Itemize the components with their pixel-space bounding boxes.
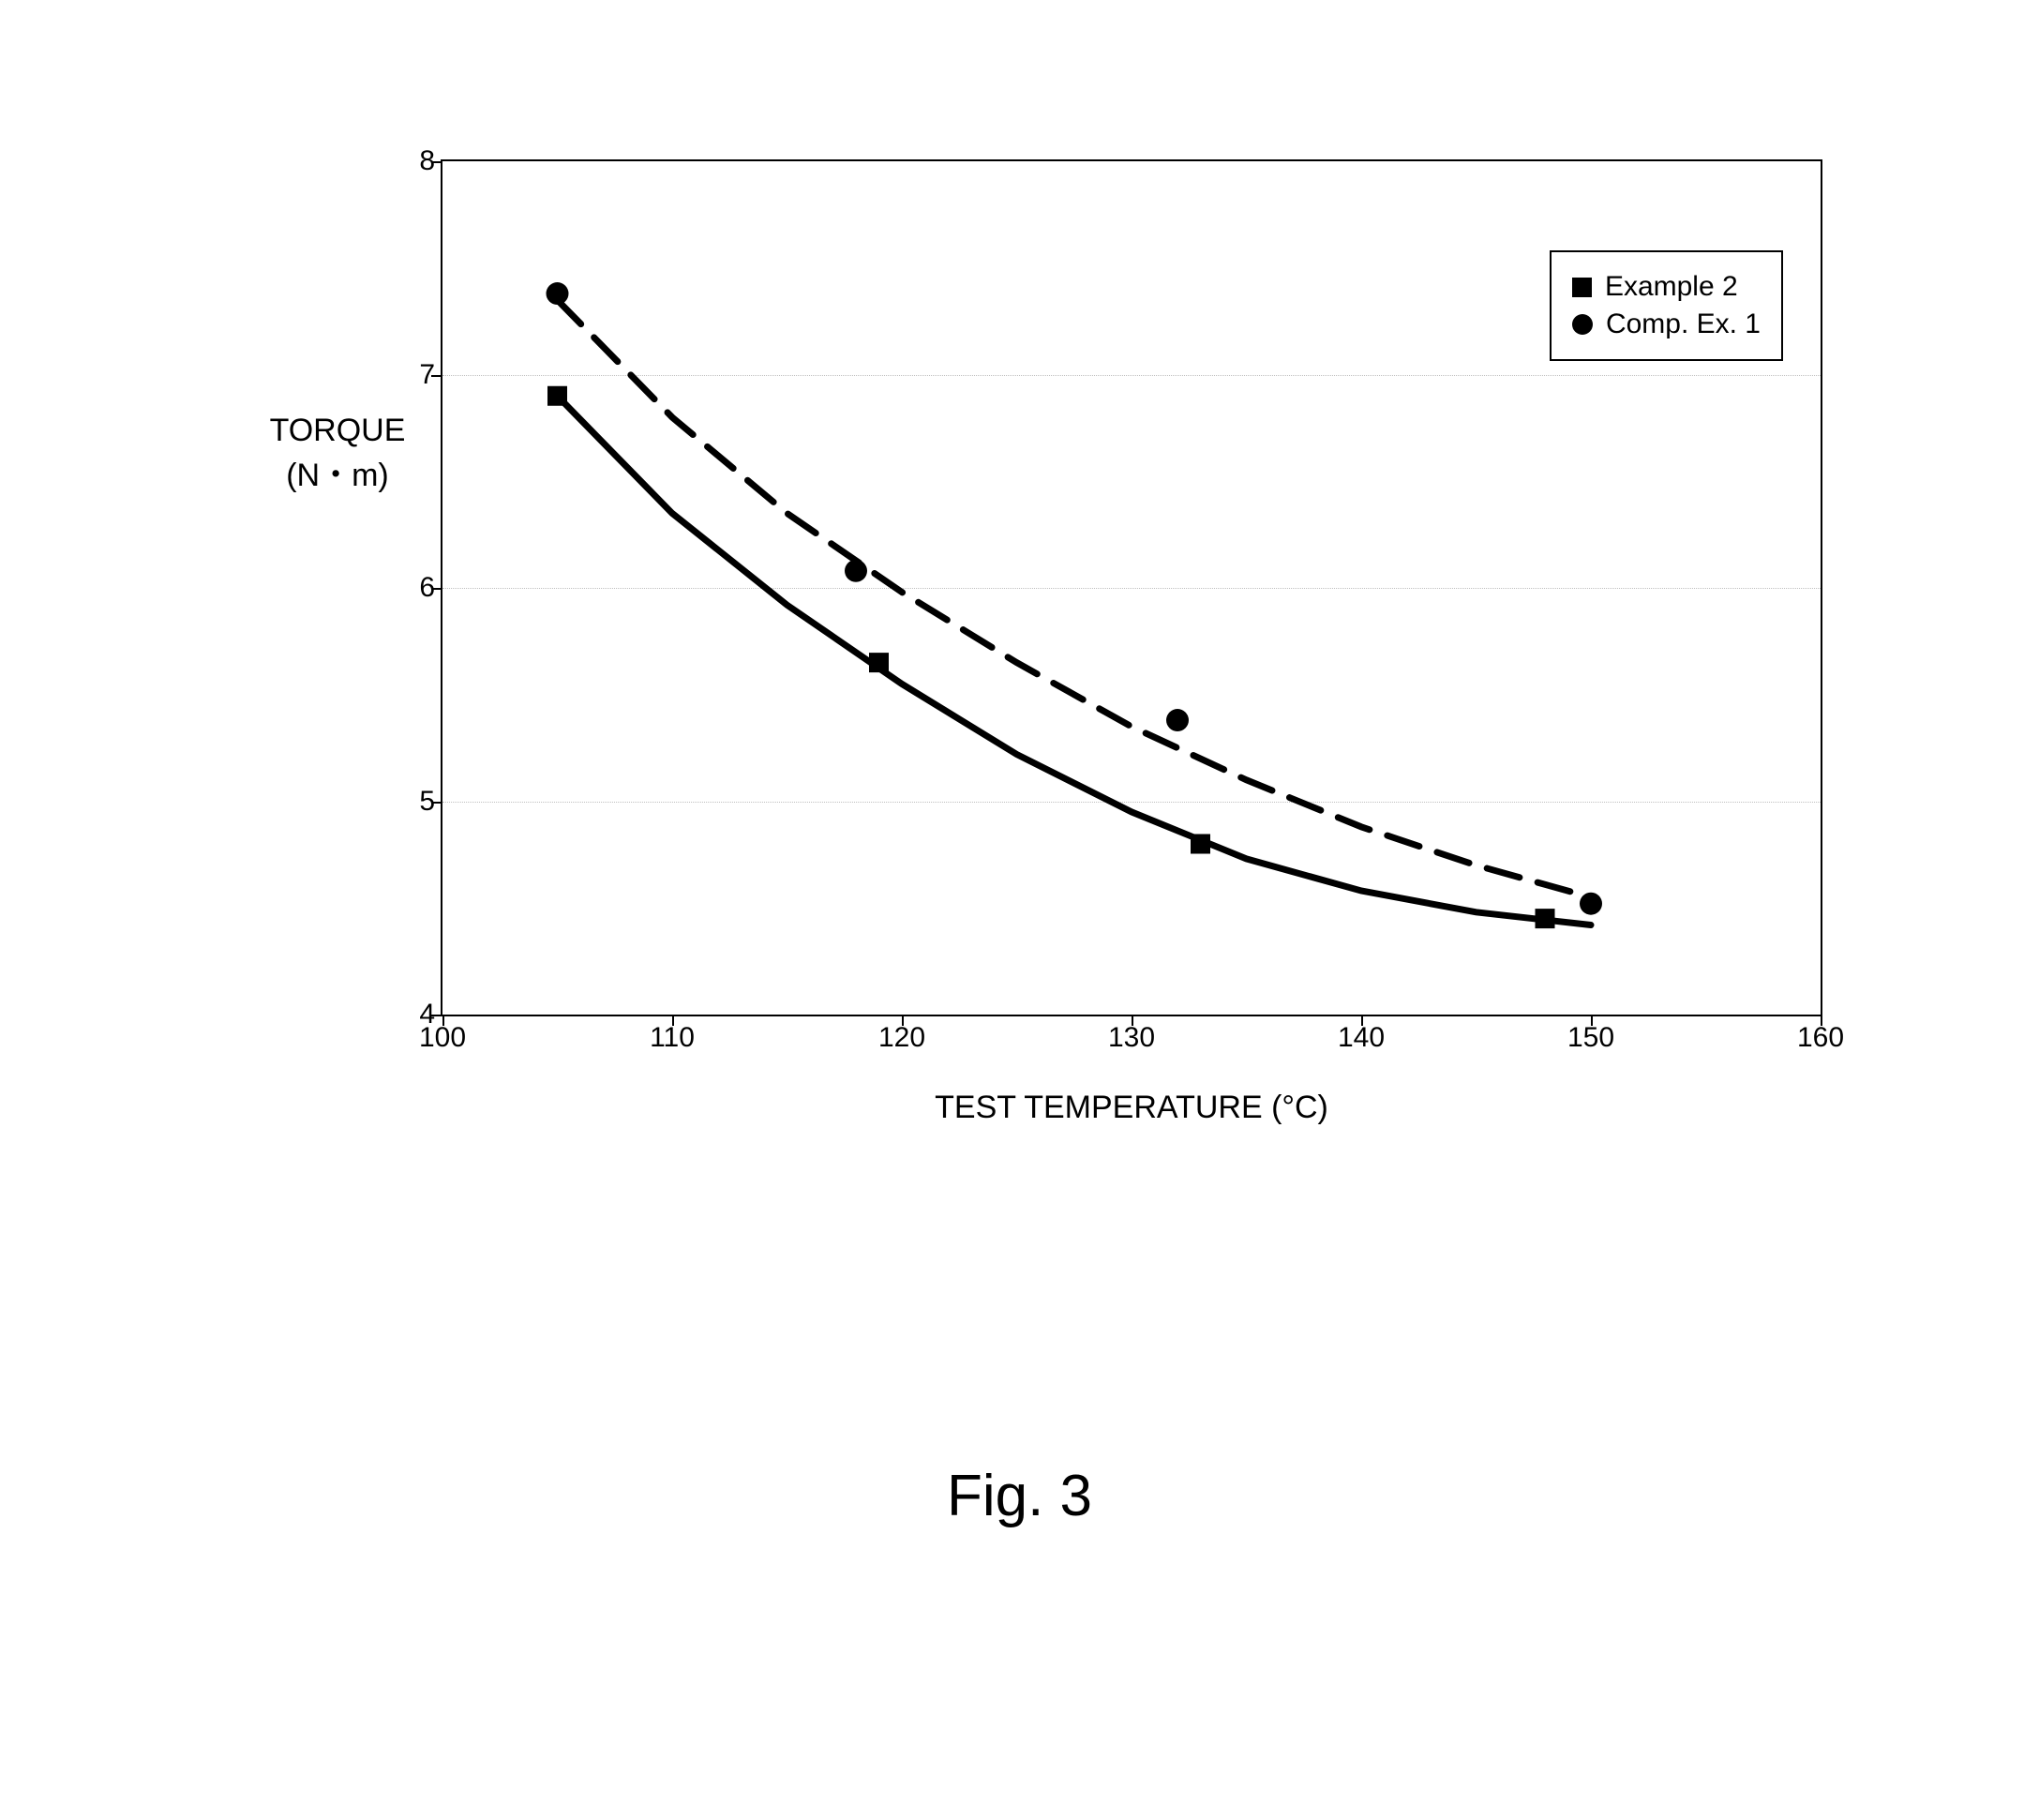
legend-label-compex1: Comp. Ex. 1 [1606, 308, 1761, 340]
tick-label-x: 160 [1797, 1022, 1844, 1054]
tick-label-x: 120 [878, 1022, 925, 1054]
tick-label-x: 130 [1108, 1022, 1155, 1054]
y-axis-label: TORQUE (N・m) [244, 413, 431, 495]
series-marker-compex1 [1166, 709, 1189, 731]
tick-label-x: 110 [650, 1022, 695, 1054]
tick-label-x: 150 [1567, 1022, 1614, 1054]
tick-label-y: 7 [401, 359, 435, 391]
chart-container: TORQUE (N・m) Example 2 Comp. Ex. 1 TEST T… [159, 122, 1875, 1247]
y-axis-label-line2: (N・m) [286, 458, 389, 493]
tick-label-y: 8 [401, 145, 435, 177]
legend: Example 2 Comp. Ex. 1 [1550, 250, 1783, 361]
y-axis-label-line1: TORQUE [270, 413, 406, 448]
series-marker-example2 [1536, 909, 1555, 928]
series-line-example2 [558, 396, 1592, 925]
series-marker-compex1 [1580, 893, 1602, 915]
series-marker-example2 [1191, 835, 1210, 854]
figure-caption: Fig. 3 [947, 1463, 1092, 1529]
tick-label-x: 140 [1338, 1022, 1385, 1054]
legend-marker-compex1 [1572, 314, 1593, 335]
tick-label-y: 6 [401, 572, 435, 604]
tick-label-y: 5 [401, 786, 435, 818]
series-marker-compex1 [547, 282, 569, 305]
tick-label-y: 4 [401, 999, 435, 1030]
legend-marker-example2 [1572, 278, 1592, 297]
series-marker-example2 [547, 386, 567, 406]
legend-row-example2: Example 2 [1572, 271, 1761, 303]
series-marker-compex1 [845, 560, 867, 582]
legend-row-compex1: Comp. Ex. 1 [1572, 308, 1761, 340]
plot-area: Example 2Comp. Ex. 1 TEST TEMPERATURE (°… [441, 159, 1822, 1016]
series-line-compex1 [558, 300, 1592, 897]
legend-label-example2: Example 2 [1605, 271, 1738, 303]
x-axis-label: TEST TEMPERATURE (°C) [935, 1090, 1328, 1126]
series-marker-example2 [869, 653, 889, 672]
